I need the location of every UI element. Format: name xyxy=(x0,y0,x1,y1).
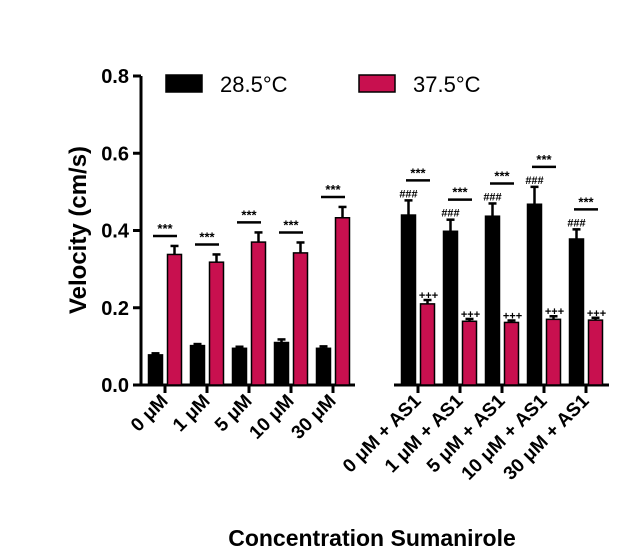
bar xyxy=(315,347,332,386)
legend-label: 28.5°C xyxy=(220,72,288,97)
bar xyxy=(273,341,290,386)
significance-label: *** xyxy=(325,182,341,197)
hash-significance-label: ### xyxy=(483,191,501,203)
x-tick-label: 0 μM xyxy=(127,391,172,436)
hash-significance-label: ### xyxy=(399,188,417,200)
x-tick-label: 30 μM xyxy=(288,391,341,444)
y-tick-label: 0.4 xyxy=(101,221,130,243)
bar xyxy=(147,354,164,386)
legend-swatch xyxy=(358,74,396,93)
significance-label: *** xyxy=(494,168,510,183)
bar xyxy=(292,252,309,386)
significance-label: *** xyxy=(410,165,426,180)
bar xyxy=(442,230,459,386)
significance-annotations: *** *** *** *** *** *** ### +++ *** ### +++ *** ### +… xyxy=(153,152,606,322)
plus-significance-label: +++ xyxy=(503,310,522,322)
bar xyxy=(334,217,351,386)
significance-label: *** xyxy=(578,194,594,209)
bar xyxy=(526,203,543,386)
legend: 28.5°C 37.5°C xyxy=(165,72,481,97)
bar xyxy=(400,214,417,386)
plus-significance-label: +++ xyxy=(461,309,480,321)
bar xyxy=(587,319,604,386)
hash-significance-label: ### xyxy=(567,217,585,229)
plus-significance-label: +++ xyxy=(419,290,438,302)
bar xyxy=(208,261,225,386)
significance-label: *** xyxy=(536,152,552,167)
bar xyxy=(250,241,267,386)
bars xyxy=(147,185,604,386)
bar xyxy=(568,238,585,386)
bar xyxy=(545,318,562,386)
y-tick-label: 0.6 xyxy=(101,143,129,165)
bar xyxy=(189,344,206,386)
y-axis-label: Velocity (cm/s) xyxy=(65,146,92,314)
bar xyxy=(461,320,478,386)
significance-label: *** xyxy=(241,207,257,222)
x-tick-label: 1 μM xyxy=(169,391,214,436)
significance-label: *** xyxy=(452,185,468,200)
y-tick-label: 0.8 xyxy=(101,66,129,88)
bar xyxy=(231,347,248,386)
y-tick-label: 0.2 xyxy=(101,298,129,320)
y-tick-label: 0.0 xyxy=(101,375,129,397)
hash-significance-label: ### xyxy=(525,175,543,187)
plus-significance-label: +++ xyxy=(587,308,606,320)
bar xyxy=(484,215,501,386)
bar xyxy=(503,321,520,386)
significance-label: *** xyxy=(199,229,215,244)
x-axis-label: Concentration Sumanirole xyxy=(228,525,516,551)
significance-label: *** xyxy=(283,217,299,232)
bar xyxy=(166,253,183,386)
plus-significance-label: +++ xyxy=(545,306,564,318)
hash-significance-label: ### xyxy=(441,208,459,220)
bar xyxy=(419,303,436,386)
x-tick-label: 10 μM xyxy=(246,391,299,444)
significance-label: *** xyxy=(157,221,173,236)
legend-swatch xyxy=(165,74,203,93)
legend-label: 37.5°C xyxy=(413,72,481,97)
